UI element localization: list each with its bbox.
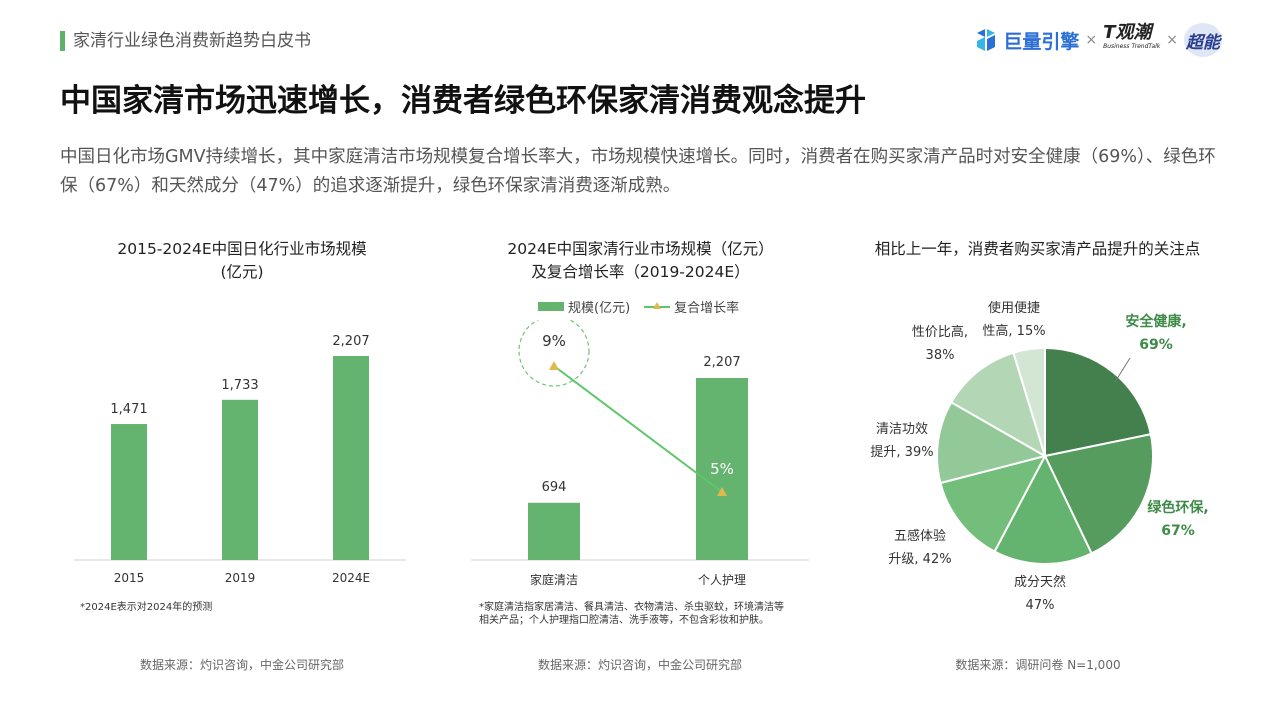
chart2-source: 数据来源：灼识咨询，中金公司研究部 bbox=[537, 658, 742, 672]
x-tick-label: 2015 bbox=[114, 571, 145, 585]
data-label: 2,207 bbox=[703, 355, 740, 370]
chart2-note: *家庭清洁指家居清洁、餐具清洁、衣物清洁、杀虫驱蚊，环境清洁等 相关产品；个人护… bbox=[479, 601, 784, 627]
partner-logos: 巨量引擎 × T观潮 Business TrendTalk × 超能 bbox=[973, 22, 1222, 58]
chart1-title: 2015-2024E中国日化行业市场规模 (亿元) bbox=[92, 238, 392, 284]
legend-bar-swatch bbox=[538, 302, 564, 311]
legend-item-size: 规模(亿元) bbox=[538, 297, 630, 316]
pie-slice bbox=[1044, 346, 1152, 458]
x-tick-label: 2024E bbox=[332, 571, 370, 585]
slice-label: 69% bbox=[1139, 337, 1173, 353]
trendtalk-logo-subtext: Business TrendTalk bbox=[1103, 43, 1161, 50]
chart2-note-line: *家庭清洁指家居清洁、餐具清洁、衣物清洁、杀虫驱蚊，环境清洁等 bbox=[479, 602, 784, 613]
bar bbox=[696, 378, 748, 560]
header-accent-bar bbox=[60, 31, 65, 51]
slice-label: 提升, 39% bbox=[870, 444, 933, 460]
chart2-legend: 规模(亿元) 复合增长率 bbox=[538, 297, 739, 316]
x-tick-label: 2019 bbox=[225, 571, 256, 585]
pie-slice bbox=[936, 400, 1048, 485]
page-title: 中国家清市场迅速增长，消费者绿色环保家清消费观念提升 bbox=[60, 83, 866, 119]
legend-item-cagr: 复合增长率 bbox=[644, 297, 739, 316]
cagr-marker bbox=[549, 361, 559, 370]
slice-label: 升级, 42% bbox=[888, 552, 951, 567]
pie-slice bbox=[939, 454, 1047, 553]
cagr-line bbox=[553, 365, 723, 493]
pie-slice bbox=[1012, 346, 1046, 457]
chart1-title-line: 2015-2024E中国日化行业市场规模 bbox=[117, 240, 367, 258]
chaoneng-logo-text: 超能 bbox=[1186, 32, 1220, 53]
leader-line bbox=[1114, 357, 1131, 383]
header-title: 家清行业绿色消费新趋势白皮书 bbox=[73, 31, 311, 51]
chart1-note: *2024E表示对2024年的预测 bbox=[80, 602, 213, 613]
juliang-logo-text: 巨量引擎 bbox=[1003, 30, 1080, 53]
cagr-marker bbox=[717, 487, 727, 496]
pie-slice bbox=[1043, 433, 1154, 555]
data-label: 1,733 bbox=[221, 378, 258, 393]
legend-label-cagr: 复合增长率 bbox=[674, 301, 740, 316]
slice-label: 67% bbox=[1161, 523, 1195, 539]
slice-label: 绿色环保, bbox=[1147, 499, 1208, 516]
chart2-note-line: 相关产品；个人护理指口腔清洁、洗手液等，不包含彩妆和护肤。 bbox=[479, 615, 769, 626]
chaoneng-logo: 超能 bbox=[1184, 23, 1222, 57]
juliang-logo-icon bbox=[977, 29, 996, 51]
slice-label: 使用便捷 bbox=[988, 300, 1040, 316]
legend-label-size: 规模(亿元) bbox=[568, 301, 631, 316]
chart3-title: 相比上一年，消费者购买家清产品提升的关注点 bbox=[874, 240, 1201, 258]
slice-label: 成分天然 bbox=[1014, 574, 1066, 590]
legend-line-swatch bbox=[644, 302, 671, 311]
cagr-label: 9% bbox=[542, 332, 566, 350]
chart2-title-line: 2024E中国家清行业市场规模（亿元） bbox=[507, 240, 774, 258]
logo-separator: × bbox=[1166, 32, 1178, 48]
pie-slice bbox=[993, 453, 1093, 565]
chart1-title-line: (亿元) bbox=[220, 263, 264, 281]
slice-label: 安全健康, bbox=[1125, 313, 1186, 330]
bar bbox=[111, 424, 147, 560]
data-label: 2,207 bbox=[332, 334, 369, 349]
trendtalk-logo-text: T观潮 bbox=[1103, 22, 1152, 43]
chart2-title: 2024E中国家清行业市场规模（亿元） 及复合增长率（2019-2024E） bbox=[478, 238, 803, 284]
trendtalk-logo: T观潮 Business TrendTalk bbox=[1103, 22, 1161, 54]
slice-label: 47% bbox=[1026, 598, 1055, 613]
slice-label: 性价比高, bbox=[912, 324, 968, 340]
x-tick-label: 个人护理 bbox=[698, 573, 746, 587]
bar bbox=[528, 502, 580, 560]
slice-label: 性高, 15% bbox=[982, 323, 1045, 339]
highlight-circle bbox=[518, 320, 590, 387]
data-label: 1,471 bbox=[110, 402, 147, 417]
bar bbox=[333, 356, 369, 560]
slice-label: 五感体验 bbox=[894, 528, 946, 544]
chart1-source: 数据来源：灼识咨询，中金公司研究部 bbox=[139, 658, 344, 672]
intro-paragraph: 中国日化市场GMV持续增长，其中家庭清洁市场规模复合增长率大，市场规模快速增长。… bbox=[60, 147, 1216, 196]
cagr-label: 5% bbox=[710, 460, 734, 478]
slice-label: 清洁功效 bbox=[876, 422, 928, 437]
slice-label: 38% bbox=[926, 348, 955, 363]
data-label: 694 bbox=[542, 480, 567, 495]
logo-separator: × bbox=[1085, 32, 1098, 48]
chart3-source: 数据来源：调研问卷 N=1,000 bbox=[955, 658, 1121, 672]
chart1-bar-chart: 1,471 2015 1,733 2019 2,207 2024E bbox=[74, 334, 406, 585]
x-tick-label: 家庭清洁 bbox=[530, 572, 578, 587]
bar bbox=[222, 399, 258, 560]
pie-slice bbox=[949, 351, 1047, 459]
chart2-title-line: 及复合增长率（2019-2024E） bbox=[531, 263, 750, 281]
juliang-logo: 巨量引擎 bbox=[973, 27, 1079, 54]
chart2-combo-chart: 694 家庭清洁 2,207 个人护理 9% 5% bbox=[471, 320, 809, 587]
